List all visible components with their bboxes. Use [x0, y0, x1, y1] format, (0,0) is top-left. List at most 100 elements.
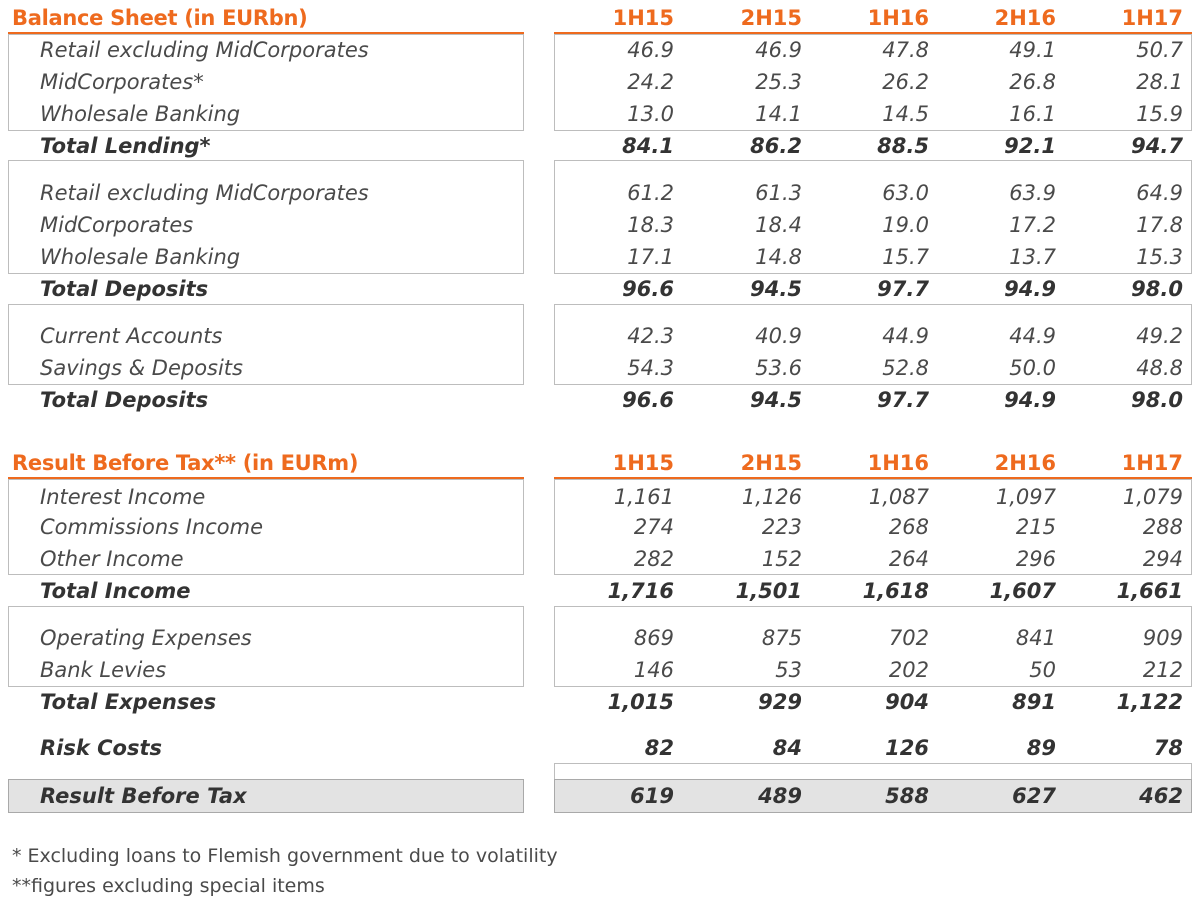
column-header: 2H15 — [740, 6, 802, 30]
cell-value: 94.7 — [1131, 134, 1183, 158]
column-header: 1H15 — [612, 451, 674, 475]
cell-value: 78 — [1153, 736, 1183, 760]
table-row: MidCorporates* 24.2 25.3 26.2 26.8 28.1 — [0, 66, 1200, 98]
group-box — [554, 479, 1192, 575]
row-label: Total Deposits — [40, 388, 209, 412]
cell-value: 702 — [888, 626, 929, 650]
cell-value: 282 — [633, 547, 674, 571]
cell-value: 24.2 — [627, 70, 674, 94]
cell-value: 97.7 — [877, 388, 929, 412]
cell-value: 92.1 — [1004, 134, 1056, 158]
row-label: MidCorporates — [40, 213, 194, 237]
result-before-tax-row: Result Before Tax 619 489 588 627 462 — [0, 780, 1200, 812]
cell-value: 489 — [758, 784, 802, 808]
header-divider — [554, 32, 1192, 34]
result-highlight-box — [554, 779, 1192, 813]
group-box — [554, 304, 1192, 385]
cell-value: 61.3 — [755, 181, 802, 205]
cell-value: 94.9 — [1004, 388, 1056, 412]
cell-value: 53 — [775, 658, 802, 682]
cell-value: 1,126 — [741, 485, 802, 509]
cell-value: 17.2 — [1009, 213, 1056, 237]
total-row: Total Deposits 96.6 94.5 97.7 94.9 98.0 — [0, 273, 1200, 305]
cell-value: 1,716 — [607, 579, 674, 603]
row-label: Retail excluding MidCorporates — [40, 181, 369, 205]
row-label: Interest Income — [40, 485, 206, 509]
header-divider — [554, 477, 1192, 479]
footnote: **figures excluding special items — [12, 875, 325, 897]
row-label: Operating Expenses — [40, 626, 252, 650]
cell-value: 146 — [633, 658, 674, 682]
cell-value: 53.6 — [755, 356, 802, 380]
cell-value: 96.6 — [622, 277, 674, 301]
column-header: 1H17 — [1121, 6, 1183, 30]
cell-value: 929 — [758, 690, 802, 714]
cell-value: 84.1 — [622, 134, 674, 158]
cell-value: 26.2 — [882, 70, 929, 94]
cell-value: 1,661 — [1116, 579, 1183, 603]
cell-value: 1,087 — [868, 485, 929, 509]
table-row: Interest Income 1,161 1,126 1,087 1,097 … — [0, 481, 1200, 513]
total-row: Total Income 1,716 1,501 1,618 1,607 1,6… — [0, 575, 1200, 607]
cell-value: 89 — [1026, 736, 1056, 760]
row-label: Wholesale Banking — [40, 102, 241, 126]
cell-value: 14.5 — [882, 102, 929, 126]
cell-value: 61.2 — [627, 181, 674, 205]
column-header: 1H17 — [1121, 451, 1183, 475]
cell-value: 96.6 — [622, 388, 674, 412]
table-row: Current Accounts 42.3 40.9 44.9 44.9 49.… — [0, 320, 1200, 352]
cell-value: 42.3 — [627, 324, 674, 348]
cell-value: 49.2 — [1136, 324, 1183, 348]
row-label: Retail excluding MidCorporates — [40, 38, 369, 62]
column-header: 2H15 — [740, 451, 802, 475]
cell-value: 47.8 — [882, 38, 929, 62]
cell-value: 841 — [1015, 626, 1056, 650]
group-box — [8, 160, 524, 274]
row-label: Total Income — [40, 579, 191, 603]
table-row: Operating Expenses 869 875 702 841 909 — [0, 622, 1200, 654]
cell-value: 904 — [885, 690, 929, 714]
cell-value: 1,015 — [607, 690, 674, 714]
row-label: Savings & Deposits — [40, 356, 243, 380]
cell-value: 1,607 — [989, 579, 1056, 603]
cell-value: 126 — [885, 736, 929, 760]
cell-value: 223 — [761, 515, 802, 539]
group-box — [554, 160, 1192, 274]
cell-value: 46.9 — [627, 38, 674, 62]
cell-value: 86.2 — [750, 134, 802, 158]
group-box — [554, 606, 1192, 687]
result-before-tax-title: Result Before Tax** (in EURm) — [12, 451, 359, 475]
cell-value: 17.8 — [1136, 213, 1183, 237]
table-row: Wholesale Banking 17.1 14.8 15.7 13.7 15… — [0, 241, 1200, 273]
table-row: Other Income 282 152 264 296 294 — [0, 543, 1200, 575]
cell-value: 1,501 — [735, 579, 802, 603]
table-row: Bank Levies 146 53 202 50 212 — [0, 654, 1200, 686]
cell-value: 97.7 — [877, 277, 929, 301]
cell-value: 40.9 — [755, 324, 802, 348]
group-box — [8, 304, 524, 385]
cell-value: 94.9 — [1004, 277, 1056, 301]
cell-value: 14.1 — [755, 102, 802, 126]
cell-value: 82 — [644, 736, 674, 760]
cell-value: 588 — [885, 784, 929, 808]
cell-value: 152 — [761, 547, 802, 571]
cell-value: 17.1 — [627, 245, 674, 269]
cell-value: 619 — [630, 784, 674, 808]
cell-value: 63.0 — [882, 181, 929, 205]
cell-value: 84 — [772, 736, 802, 760]
row-label: Total Expenses — [40, 690, 217, 714]
row-label: Result Before Tax — [40, 784, 247, 808]
row-label: MidCorporates* — [40, 70, 204, 94]
column-header: 1H15 — [612, 6, 674, 30]
cell-value: 98.0 — [1131, 277, 1183, 301]
group-box — [554, 34, 1192, 131]
cell-value: 875 — [761, 626, 802, 650]
cell-value: 15.3 — [1136, 245, 1183, 269]
cell-value: 869 — [633, 626, 674, 650]
cell-value: 288 — [1142, 515, 1183, 539]
row-label: Current Accounts — [40, 324, 223, 348]
cell-value: 46.9 — [755, 38, 802, 62]
cell-value: 64.9 — [1136, 181, 1183, 205]
cell-value: 28.1 — [1136, 70, 1183, 94]
cell-value: 63.9 — [1009, 181, 1056, 205]
